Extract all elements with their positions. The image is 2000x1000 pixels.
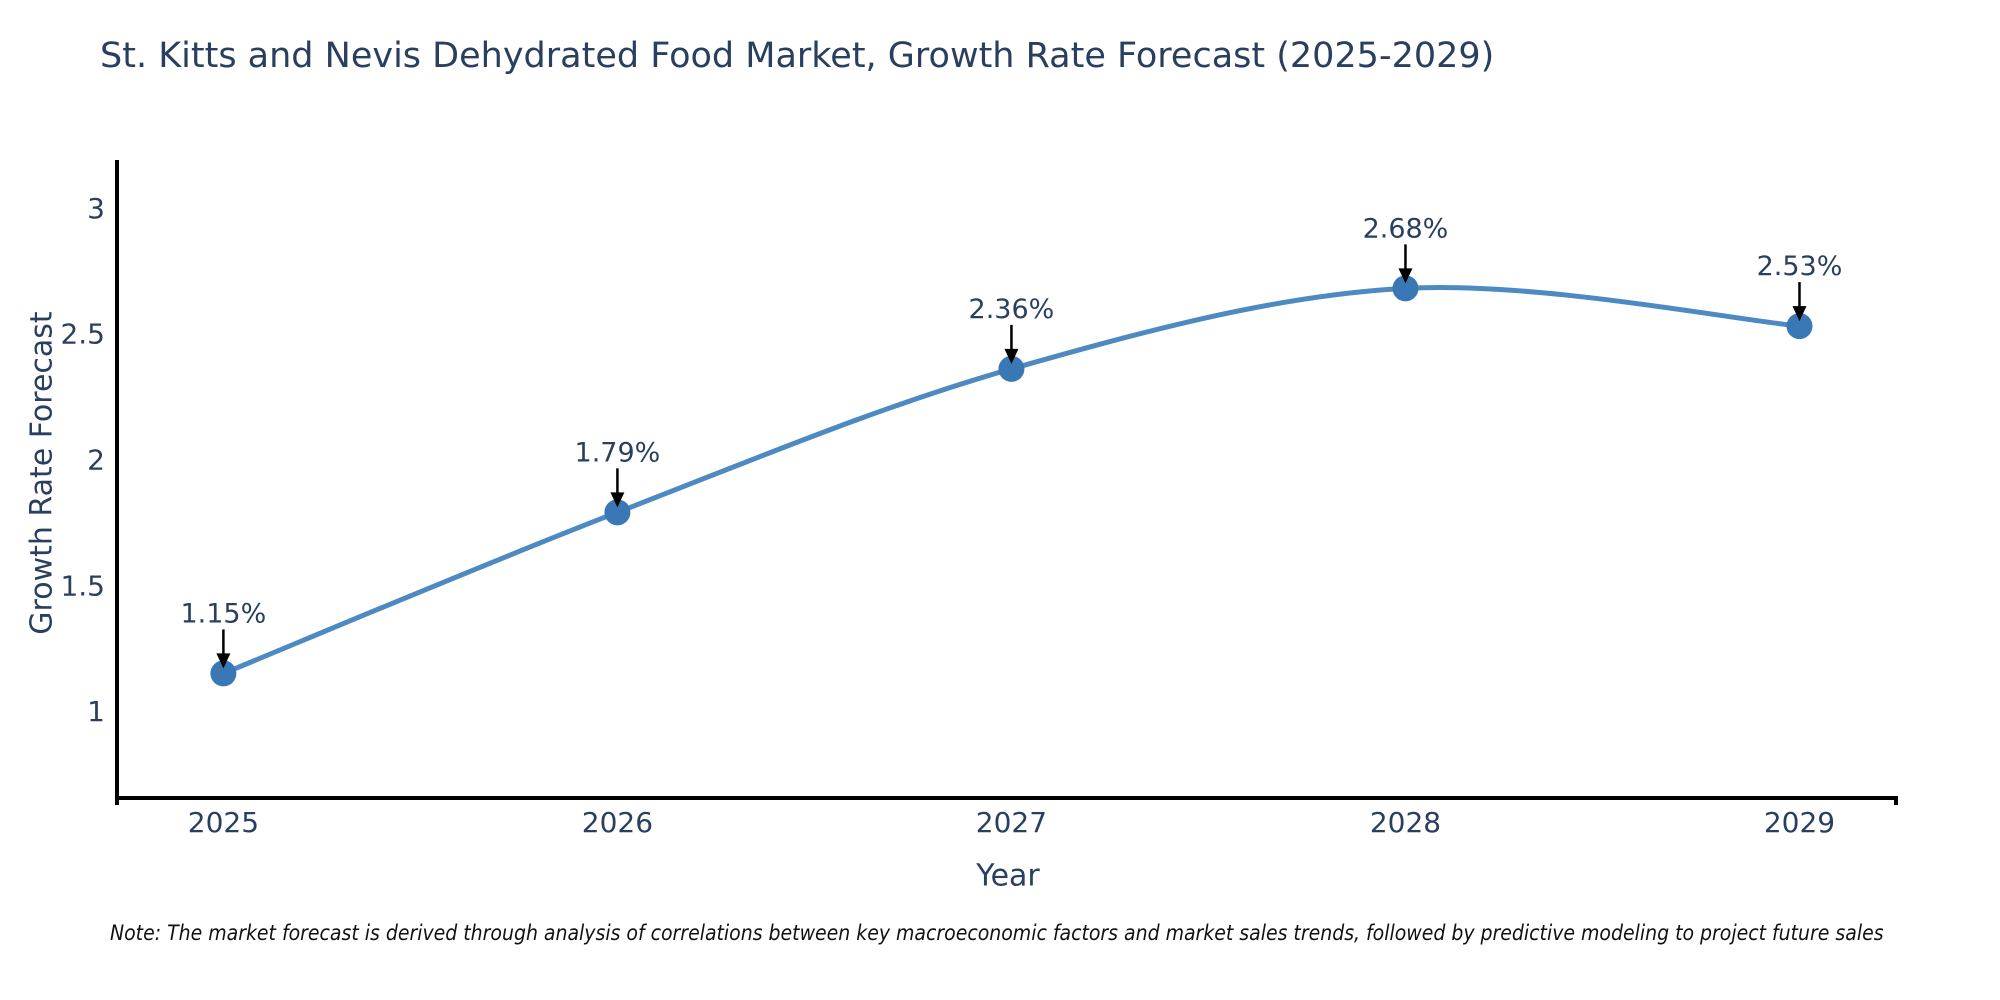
data-point-marker — [998, 355, 1025, 382]
chart-title: St. Kitts and Nevis Dehydrated Food Mark… — [100, 36, 1495, 76]
annotation-arrow-head — [1792, 306, 1807, 322]
x-tick-label: 2029 — [1764, 806, 1835, 839]
data-point-label: 1.15% — [180, 598, 266, 629]
data-point-label: 2.36% — [969, 294, 1055, 325]
data-point-label: 2.68% — [1363, 213, 1449, 244]
data-point-marker — [1786, 313, 1813, 340]
x-tick-label: 2027 — [976, 806, 1047, 839]
x-axis-title: Year — [976, 858, 1040, 894]
data-point-marker — [1392, 275, 1419, 302]
data-point-marker — [210, 660, 237, 687]
x-tick-label: 2028 — [1370, 806, 1441, 839]
x-tick-label: 2025 — [188, 806, 259, 839]
y-tick-label: 3 — [87, 192, 105, 225]
data-point-marker — [604, 499, 631, 526]
annotation-arrow-head — [216, 653, 231, 669]
y-tick-label: 1.5 — [60, 569, 105, 602]
y-tick-label: 2.5 — [60, 318, 105, 351]
annotation-arrow-head — [610, 492, 625, 508]
y-tick-label: 2 — [87, 443, 105, 476]
data-point-label: 2.53% — [1757, 251, 1843, 282]
annotation-arrow-head — [1398, 268, 1413, 284]
data-point-label: 1.79% — [575, 437, 661, 468]
y-tick-label: 1 — [87, 695, 105, 728]
footnote: Note: The market forecast is derived thr… — [110, 921, 1884, 945]
annotation-arrow-head — [1004, 348, 1019, 364]
x-tick-label: 2026 — [582, 806, 653, 839]
